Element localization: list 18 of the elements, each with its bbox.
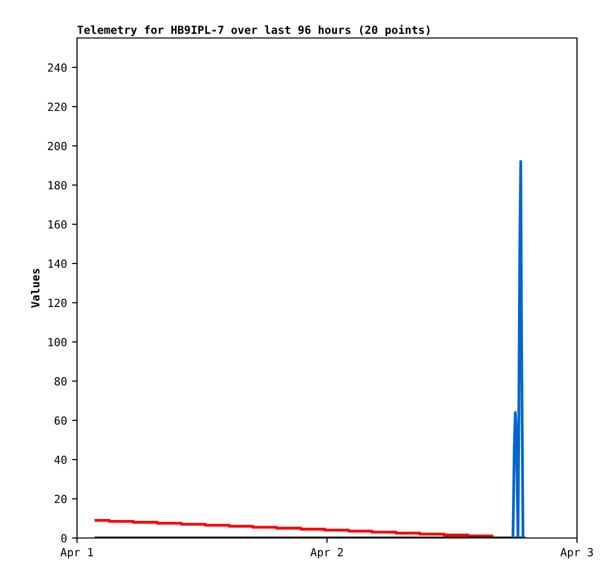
y-tick-label: 240 <box>48 63 67 72</box>
y-tick-label: 200 <box>48 142 67 150</box>
x-tick-label: Apr 3 <box>560 548 593 559</box>
y-tick-label: 80 <box>54 377 67 386</box>
y-tick-label: 60 <box>54 416 67 425</box>
y-tick-label: 40 <box>54 456 67 464</box>
chart-title: Telemetry for HB9IPL-7 over last 96 hours (20 points) <box>77 24 430 36</box>
x-tick-label: Apr 1 <box>60 548 93 559</box>
y-tick-label: 140 <box>48 259 67 268</box>
y-tick-label: 20 <box>54 494 67 504</box>
y-tick-label: 220 <box>48 102 67 112</box>
y-tick-label: 100 <box>48 338 67 346</box>
y-tick-label: 0 <box>61 534 67 542</box>
y-axis-title: Values <box>30 268 40 308</box>
y-tick-label: 180 <box>48 181 67 190</box>
y-tick-label: 120 <box>48 298 67 308</box>
y-tick-label: 160 <box>48 220 67 229</box>
x-tick-label: Apr 2 <box>310 548 343 559</box>
